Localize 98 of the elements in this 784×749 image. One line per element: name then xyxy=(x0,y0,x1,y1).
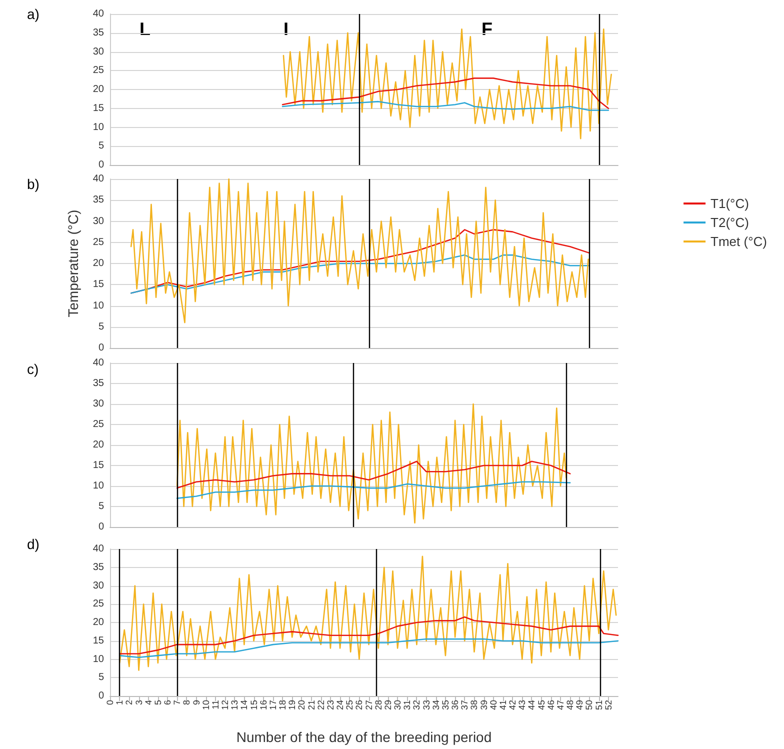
chart-title: d) xyxy=(27,536,40,552)
x-tick-label: 14 xyxy=(239,700,250,710)
x-tick-label: 22 xyxy=(316,700,326,710)
x-tick-label: 0 xyxy=(105,700,115,706)
x-tick-label: 43 xyxy=(517,700,528,710)
legend-label: T1(°C) xyxy=(710,196,749,211)
y-tick-label: 10 xyxy=(92,480,104,492)
x-tick-label: 35 xyxy=(440,700,450,710)
chart-title: b) xyxy=(27,176,40,192)
x-tick-label: 27 xyxy=(364,700,374,710)
y-tick-label: 25 xyxy=(92,419,104,430)
x-tick-label: 41 xyxy=(498,700,508,710)
y-tick-label: 20 xyxy=(92,258,104,269)
y-tick-label: 20 xyxy=(92,617,104,628)
y-tick-label: 20 xyxy=(92,440,104,450)
x-tick-label: 26 xyxy=(354,700,364,710)
x-tick-label: 51 xyxy=(594,700,604,710)
y-tick-label: 10 xyxy=(92,654,104,665)
x-tick-label: 32 xyxy=(412,700,422,710)
x-tick-label: 21 xyxy=(306,700,316,710)
y-tick-label: 35 xyxy=(92,194,104,206)
y-axis-title: Temperature (°C) xyxy=(65,210,81,318)
x-tick-label: 20 xyxy=(296,700,307,710)
x-tick-label: 19 xyxy=(287,700,298,710)
y-tick-label: 35 xyxy=(92,27,104,38)
x-tick-label: 8 xyxy=(182,700,192,706)
x-tick-label: 4 xyxy=(143,700,154,706)
x-tick-label: 42 xyxy=(508,700,518,710)
y-tick-label: 40 xyxy=(92,544,104,554)
x-tick-label: 30 xyxy=(392,700,403,710)
y-tick-label: 20 xyxy=(92,84,104,95)
y-tick-label: 25 xyxy=(92,236,104,248)
legend-label: T2(°C) xyxy=(710,215,749,230)
y-tick-label: 40 xyxy=(92,174,104,184)
y-tick-label: 15 xyxy=(92,460,104,471)
x-tick-label: 24 xyxy=(335,700,346,710)
legend-label: Tmet (°C) xyxy=(710,234,767,249)
x-tick-label: 45 xyxy=(536,700,546,710)
x-tick-label: 11 xyxy=(210,700,220,710)
y-tick-label: 5 xyxy=(98,321,104,332)
y-tick-label: 35 xyxy=(92,378,104,389)
x-tick-label: 31 xyxy=(402,700,412,710)
x-tick-label: 34 xyxy=(430,700,441,710)
y-tick-label: 5 xyxy=(98,501,104,512)
x-tick-label: 5 xyxy=(152,700,163,706)
y-tick-label: 5 xyxy=(98,672,104,684)
x-tick-label: 9 xyxy=(191,700,202,706)
x-tick-label: 50 xyxy=(584,700,594,710)
x-tick-label: 46 xyxy=(546,700,556,710)
y-tick-label: 25 xyxy=(92,598,104,610)
x-tick-label: 12 xyxy=(220,700,230,710)
y-tick-label: 10 xyxy=(92,122,104,133)
x-tick-label: 10 xyxy=(200,700,211,710)
x-tick-label: 48 xyxy=(565,700,576,710)
x-tick-label: 40 xyxy=(488,700,498,710)
x-tick-label: 15 xyxy=(248,700,259,710)
y-tick-label: 15 xyxy=(92,635,104,646)
y-tick-label: 30 xyxy=(92,580,104,592)
x-tick-label: 44 xyxy=(526,700,537,710)
y-tick-label: 15 xyxy=(92,102,104,114)
chart-title: a) xyxy=(27,6,40,22)
y-tick-label: 0 xyxy=(98,160,104,170)
y-tick-label: 10 xyxy=(92,300,104,312)
x-tick-label: 38 xyxy=(469,700,480,710)
x-tick-label: 25 xyxy=(344,700,355,710)
y-tick-label: 30 xyxy=(92,46,104,58)
x-tick-label: 17 xyxy=(268,700,278,710)
x-tick-label: 16 xyxy=(258,700,268,710)
x-tick-label: 3 xyxy=(134,700,144,706)
x-tick-label: 23 xyxy=(325,700,336,710)
x-tick-label: 36 xyxy=(450,700,460,710)
x-tick-label: 13 xyxy=(230,700,240,710)
x-tick-label: 52 xyxy=(603,700,614,710)
y-tick-label: 25 xyxy=(92,65,104,76)
x-tick-label: 47 xyxy=(555,700,566,710)
y-tick-label: 0 xyxy=(98,342,104,354)
x-tick-label: 18 xyxy=(278,700,288,710)
y-tick-label: 35 xyxy=(92,562,104,573)
y-tick-label: 30 xyxy=(92,398,104,410)
y-tick-label: 40 xyxy=(92,8,104,20)
x-tick-label: 39 xyxy=(478,700,489,710)
x-tick-label: 33 xyxy=(421,700,432,710)
y-tick-label: 15 xyxy=(92,279,104,290)
chart-title: c) xyxy=(27,361,39,377)
y-tick-label: 30 xyxy=(92,216,104,227)
x-tick-label: 1 xyxy=(114,700,125,706)
x-tick-label: 49 xyxy=(574,700,585,710)
x-tick-label: 2 xyxy=(124,700,134,706)
x-tick-label: 29 xyxy=(382,700,393,710)
x-tick-label: 6 xyxy=(162,700,173,706)
x-tick-label: 28 xyxy=(373,700,384,710)
y-tick-label: 0 xyxy=(98,522,104,532)
x-tick-label: 7 xyxy=(172,700,182,706)
x-axis-title: Number of the day of the breeding period xyxy=(236,729,492,745)
x-tick-label: 37 xyxy=(460,700,470,710)
y-tick-label: 5 xyxy=(98,140,104,152)
y-tick-label: 40 xyxy=(92,358,104,368)
annotation: F xyxy=(482,19,492,39)
